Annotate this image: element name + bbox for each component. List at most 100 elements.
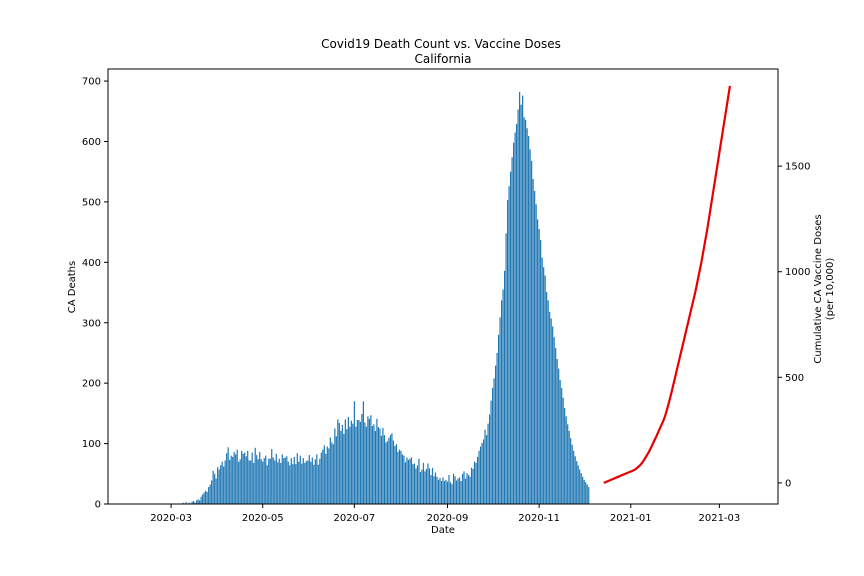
x-tick-label: 2021-01 [610,513,652,524]
x-tick-label: 2021-03 [699,513,741,524]
death-bar [418,458,420,504]
death-bar [206,491,208,504]
death-bar [514,132,516,504]
death-bar [416,465,419,504]
death-bar [203,492,205,504]
death-bar [374,430,376,504]
death-bar [549,311,551,505]
death-bar [500,300,503,504]
x-tick-label: 2020-11 [518,513,560,524]
death-bar [478,450,480,504]
death-bar [472,468,474,504]
death-bar [202,494,204,504]
death-bar [356,420,358,504]
death-bar [233,452,235,504]
death-bar [505,233,507,504]
death-bar [534,191,536,505]
death-bar [196,500,198,505]
death-bar [287,461,289,504]
death-bar [464,478,467,505]
death-bar [314,459,316,504]
death-bar [361,413,363,504]
death-bar [188,502,190,504]
chart-title: Covid19 Death Count vs. Vaccine Doses [321,37,561,51]
y-tick-label: 0 [95,500,101,511]
death-bar [289,465,291,504]
death-bar [295,464,297,505]
death-bar [322,449,324,505]
death-bar [488,414,491,504]
death-bar [367,416,369,504]
death-bar [511,157,513,504]
death-bar [400,450,402,504]
death-bar [278,458,280,504]
death-bar [409,458,411,504]
death-bar [484,429,486,504]
death-bar [379,428,381,504]
death-bar [304,462,306,504]
y2-tick-label: 1500 [785,162,810,173]
death-bar [256,455,258,504]
death-bar [389,435,392,505]
death-bar [283,458,285,504]
death-bar [214,473,216,504]
death-bar [394,446,396,504]
death-bar [427,463,429,504]
death-bar [223,466,225,504]
death-bar [579,469,581,504]
death-bar [308,455,310,504]
death-bar [257,459,259,504]
death-bar [236,449,238,505]
death-bar [244,452,246,504]
death-bar [326,446,328,504]
death-bar [555,348,557,505]
death-bar [503,270,506,504]
death-bar [391,433,393,504]
death-bar [182,502,184,504]
death-bar [428,468,431,504]
death-bar [335,436,337,504]
death-bar [576,461,578,504]
death-bar [269,458,271,504]
x-tick-label: 2020-09 [427,513,469,524]
death-bar [271,449,273,504]
y2-axis-label-line1: Cumulative CA Vaccine Doses [813,214,824,363]
death-bar [263,458,265,504]
death-bar [517,109,519,504]
death-bar [458,477,461,504]
death-bar [586,484,588,504]
death-bar [316,454,318,504]
death-bar [419,471,422,504]
y2-axis-ticks: 0 500 1000 1500 [778,162,810,489]
death-bar [562,397,564,504]
death-bar [543,267,545,504]
death-bar [371,426,373,504]
death-bar [470,467,473,504]
death-bar [362,401,364,504]
death-bar [565,416,567,504]
death-bar [383,435,386,505]
death-bar [205,490,207,504]
death-bar [235,454,237,504]
death-bar [499,317,501,504]
death-bar [473,461,476,504]
death-bar [440,481,443,504]
y-tick-label: 100 [82,439,101,450]
death-bar [268,458,270,504]
death-bar [513,142,515,504]
death-bar [251,452,253,504]
death-bar [522,95,524,504]
death-bar [406,457,408,504]
death-bar [266,465,268,504]
death-bar [215,478,217,505]
death-bar [564,407,566,504]
death-bar [365,426,367,504]
death-bar [382,427,384,505]
death-bar [272,457,274,504]
death-bar [531,160,533,504]
death-bar [386,441,389,504]
death-bar [355,426,357,504]
death-bar [574,456,576,504]
death-bar [538,229,540,504]
death-bar [344,419,346,504]
